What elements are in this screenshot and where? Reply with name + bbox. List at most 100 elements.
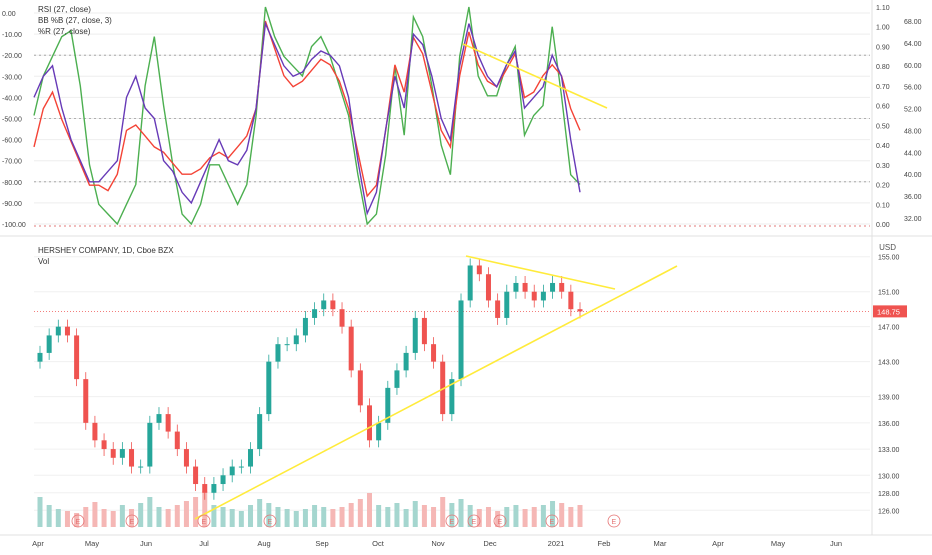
support-trendline	[194, 265, 678, 520]
candle-body	[129, 449, 135, 467]
osc-right2-tick: 60.00	[904, 63, 922, 70]
volume-bars	[37, 491, 583, 527]
series-bb	[33, 6, 581, 226]
candle-body	[312, 309, 318, 318]
volume-bar	[238, 511, 244, 527]
earnings-marker	[197, 514, 211, 528]
volume-bar	[257, 499, 263, 527]
osc-left-tick: -80.00	[2, 180, 22, 187]
price-tick: 126.00	[878, 508, 900, 515]
volume-bar	[485, 507, 491, 527]
volume-bar	[458, 499, 464, 527]
volume-bar	[92, 502, 98, 527]
volume-bar	[46, 505, 52, 527]
price-tick: 147.00	[878, 325, 900, 332]
volume-bar	[366, 493, 372, 527]
time-tick: Dec	[483, 539, 497, 548]
osc-right2-tick: 64.00	[904, 41, 922, 48]
osc-left-tick: -40.00	[2, 95, 22, 102]
chart-title: HERSHEY COMPANY, 1D, Cboe BZX	[38, 246, 174, 255]
volume-bar	[202, 491, 208, 527]
candle-body	[531, 291, 537, 301]
candle-body	[440, 361, 446, 415]
volume-bar	[412, 501, 418, 527]
osc-right-tick: 0.00	[876, 222, 890, 229]
volume-bar	[37, 497, 43, 527]
osc-right2-tick: 32.00	[904, 216, 922, 223]
price-tick: 155.00	[878, 255, 900, 262]
candle-body	[476, 265, 482, 275]
currency-label: USD	[879, 243, 896, 252]
candle-body	[504, 291, 510, 318]
candle-body	[110, 449, 116, 458]
price-tick: 136.00	[878, 421, 900, 428]
candle-body	[540, 291, 546, 301]
volume-bar	[330, 509, 336, 527]
volume-bar	[83, 507, 89, 527]
candle-body	[403, 352, 409, 371]
candle-body	[385, 387, 391, 423]
volume-bar	[293, 511, 299, 527]
osc-left-tick: -30.00	[2, 74, 22, 81]
osc-left-tick: -70.00	[2, 159, 22, 166]
volume-bar	[110, 511, 116, 527]
candle-body	[366, 405, 372, 441]
candle-body	[485, 274, 491, 301]
candle-body	[321, 300, 327, 310]
earnings-marker	[467, 514, 481, 528]
candle-body	[568, 291, 574, 310]
earnings-marker	[263, 514, 277, 528]
volume-bar	[348, 503, 354, 527]
volume-bar	[568, 507, 574, 527]
oscillator-grid	[0, 0, 932, 535]
candle-body	[449, 379, 455, 415]
price-tick: 151.00	[878, 290, 900, 297]
time-tick: Jul	[199, 539, 209, 548]
volume-bar	[284, 509, 290, 527]
candle-body	[293, 335, 299, 345]
osc-right-tick: 1.10	[876, 5, 890, 12]
candle-body	[211, 484, 217, 493]
price-tick: 143.00	[878, 360, 900, 367]
volume-bar	[513, 505, 519, 527]
osc-right2-tick: 52.00	[904, 107, 922, 114]
trendlines	[194, 255, 678, 520]
series-wr	[33, 20, 581, 216]
time-tick: 2021	[548, 539, 565, 548]
time-tick: Feb	[598, 539, 611, 548]
osc-trendline	[462, 43, 608, 109]
candle-body	[64, 326, 70, 336]
price-tick: 133.00	[878, 447, 900, 454]
osc-left-tick: -100.00	[2, 222, 26, 229]
osc-right-tick: 0.10	[876, 202, 890, 209]
price-axis: 155.00 151.00 147.00 143.00 139.00 136.00 133.…	[873, 255, 907, 515]
earnings-label: E	[130, 519, 135, 526]
osc-right-tick: 1.00	[876, 25, 890, 32]
osc-left-tick: 0.00	[2, 11, 16, 18]
volume-bar	[376, 505, 382, 527]
candle-body	[174, 431, 180, 450]
osc-right2-tick: 40.00	[904, 172, 922, 179]
oscillator-right-axis: 1.10 1.00 0.90 0.80 0.70 0.60 0.50 0.40 0.30 0.20…	[876, 5, 922, 229]
volume-bar	[339, 507, 345, 527]
candle-body	[202, 484, 208, 493]
candle-body	[37, 352, 43, 362]
volume-bar	[550, 501, 556, 527]
volume-bar	[540, 505, 546, 527]
price-grid	[34, 256, 870, 511]
volume-bar	[229, 509, 235, 527]
volume-bar	[55, 509, 61, 527]
candle-body	[248, 449, 254, 467]
candle-body	[495, 300, 501, 318]
osc-left-tick: -10.00	[2, 32, 22, 39]
earnings-marker	[445, 514, 459, 528]
osc-right2-tick: 48.00	[904, 128, 922, 135]
candle-body	[55, 326, 61, 336]
candle-body	[46, 335, 52, 353]
time-tick: Oct	[372, 539, 385, 548]
volume-bar	[275, 507, 281, 527]
last-price-value: 148.75	[877, 307, 900, 316]
candle-body	[238, 466, 244, 468]
